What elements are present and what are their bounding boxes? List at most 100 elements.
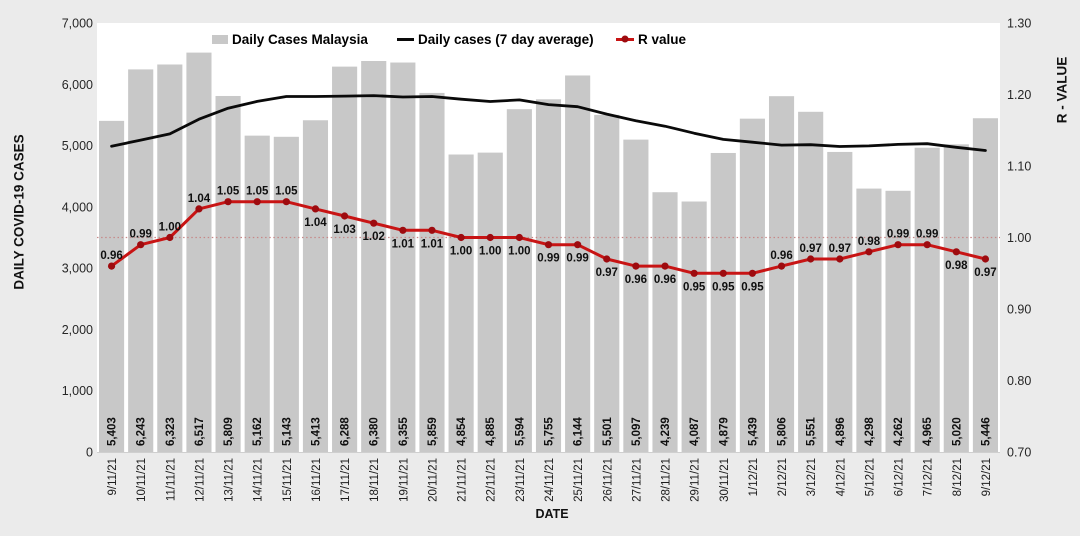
bar-value-label: 5,806	[777, 417, 789, 446]
bar	[448, 154, 474, 452]
r-value-label: 0.97	[829, 243, 851, 255]
bar	[477, 152, 503, 452]
bar-value-label: 5,403	[107, 417, 119, 446]
r-value-point	[137, 241, 145, 249]
left-axis-tick: 6,000	[62, 78, 93, 92]
r-value-point	[486, 233, 494, 242]
r-value-label: 0.99	[916, 229, 938, 241]
right-axis-tick: 1.10	[1007, 160, 1031, 174]
bar	[972, 118, 998, 452]
r-value-point	[428, 226, 436, 234]
date-label: 27/11/21	[631, 458, 643, 502]
bar-value-label: 5,755	[544, 417, 556, 446]
r-value-label: 0.96	[625, 274, 647, 286]
date-label: 26/11/21	[602, 458, 614, 502]
r-value-point	[807, 255, 815, 263]
bar-value-label: 4,896	[835, 417, 847, 446]
bar	[506, 109, 532, 452]
left-axis-tick: 1,000	[62, 384, 93, 398]
date-label: 9/12/21	[981, 458, 993, 496]
r-value-label: 1.05	[217, 186, 240, 198]
bar-value-label: 5,097	[631, 417, 643, 446]
bar	[681, 201, 707, 452]
r-value-label: 0.96	[100, 250, 122, 262]
bar	[798, 111, 824, 452]
r-value-point	[544, 241, 553, 249]
bar	[99, 120, 125, 452]
bar	[535, 99, 562, 452]
right-axis-tick: 0.90	[1007, 303, 1031, 317]
bar	[273, 136, 299, 453]
r-value-label: 1.03	[333, 224, 355, 236]
date-label: 29/11/21	[690, 458, 702, 502]
r-value-label: 1.04	[188, 193, 211, 205]
bar-value-label: 6,144	[573, 417, 585, 446]
legend-label: Daily Cases Malaysia	[232, 31, 368, 47]
date-label: 25/11/21	[573, 458, 585, 502]
right-axis-title: R - VALUE	[1054, 56, 1070, 124]
date-label: 16/11/21	[311, 458, 323, 502]
date-label: 14/11/21	[253, 458, 265, 502]
r-value-label: 0.99	[887, 229, 909, 241]
bar-value-label: 5,446	[980, 417, 992, 446]
left-axis-tick: 7,000	[62, 17, 93, 31]
bar-value-label: 4,262	[893, 417, 905, 446]
right-axis-tick: 0.70	[1007, 446, 1031, 460]
bar-value-label: 5,162	[252, 417, 264, 446]
left-axis-tick: 3,000	[62, 262, 93, 276]
bar-value-label: 4,298	[864, 417, 876, 446]
r-value-point	[981, 255, 990, 263]
r-value-point	[865, 248, 873, 256]
date-label: 2/12/21	[777, 458, 789, 496]
r-value-point	[399, 226, 407, 234]
r-value-point	[195, 205, 203, 213]
left-axis-tick: 5,000	[62, 139, 93, 153]
r-value-label: 0.98	[858, 236, 881, 248]
bar	[332, 66, 358, 452]
r-value-label: 1.02	[363, 231, 385, 243]
r-value-label: 1.00	[159, 222, 181, 234]
bar	[215, 95, 241, 453]
date-label: 18/11/21	[369, 458, 381, 502]
date-label: 13/11/21	[224, 458, 236, 502]
bar-value-label: 5,413	[310, 417, 322, 446]
bar	[710, 152, 736, 452]
r-value-label: 0.97	[974, 267, 996, 279]
date-label: 12/11/21	[194, 458, 206, 502]
bar	[856, 188, 882, 452]
bar	[623, 139, 649, 452]
r-value-label: 0.99	[129, 229, 151, 241]
r-value-point	[632, 262, 640, 270]
r-value-point	[370, 219, 378, 227]
r-value-label: 0.95	[712, 281, 735, 293]
r-value-label: 1.05	[275, 186, 298, 198]
r-value-point	[166, 233, 174, 242]
bar-value-label: 4,885	[485, 417, 497, 446]
bar	[419, 92, 445, 452]
bar	[739, 118, 765, 453]
bar	[885, 190, 911, 452]
date-label: 21/11/21	[457, 458, 469, 502]
bar-value-label: 5,859	[427, 417, 439, 446]
r-value-label: 0.95	[741, 281, 764, 293]
date-label: 7/12/21	[923, 458, 935, 496]
r-value-point	[777, 262, 786, 270]
date-label: 30/11/21	[719, 458, 731, 502]
r-value-label: 0.96	[770, 250, 792, 262]
date-label: 28/11/21	[661, 458, 673, 502]
bar	[157, 64, 183, 453]
right-axis-tick: 1.00	[1007, 231, 1031, 245]
date-label: 20/11/21	[427, 458, 439, 502]
bar-value-label: 5,594	[514, 417, 526, 446]
bar-value-label: 4,854	[456, 417, 468, 446]
legend-label: R value	[638, 31, 687, 47]
r-value-label: 0.97	[596, 267, 618, 279]
bar-swatch-icon	[212, 34, 228, 44]
date-label: 6/12/21	[894, 458, 906, 496]
date-label: 4/12/21	[835, 458, 847, 496]
bar	[827, 151, 853, 453]
r-value-point	[719, 269, 727, 277]
r-value-point	[282, 198, 290, 206]
r-value-label: 1.00	[508, 246, 530, 258]
